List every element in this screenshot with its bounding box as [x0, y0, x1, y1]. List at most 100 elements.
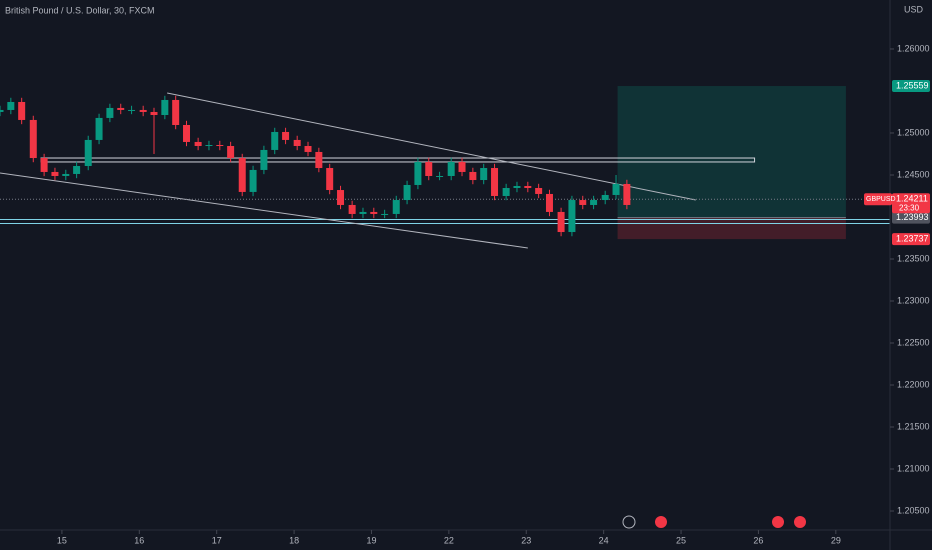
candle-body [469, 171, 477, 181]
y-tick-label: 1.23000 [897, 295, 930, 305]
candle-body [326, 168, 334, 191]
event-icon[interactable] [622, 515, 636, 529]
stop-label: 1.23737 [896, 233, 929, 243]
y-tick-label: 1.20500 [897, 505, 930, 515]
candle-body [403, 184, 411, 201]
x-tick-label: 22 [444, 535, 454, 545]
candle-body [0, 109, 4, 112]
candle-body [117, 107, 125, 110]
candle-body [18, 101, 26, 120]
x-tick-label: 17 [212, 535, 222, 545]
candle-body [590, 200, 598, 205]
profit-zone [617, 86, 846, 218]
candle-body [51, 171, 59, 176]
currency: USD [904, 4, 924, 14]
candle-body [557, 211, 565, 233]
event-icon[interactable] [655, 516, 667, 528]
candle-body [205, 144, 213, 147]
candle-body [172, 99, 180, 126]
chart-title: British Pound / U.S. Dollar, 30, FXCM [5, 5, 155, 15]
symbol-bg [864, 193, 892, 206]
candle-body [524, 185, 532, 189]
entry-label: 1.23993 [896, 212, 929, 222]
x-tick-label: 16 [134, 535, 144, 545]
candle-body [260, 149, 268, 170]
candle-body [183, 125, 191, 142]
candle-body [458, 161, 466, 172]
candle-body [425, 161, 433, 176]
candle-body [568, 200, 576, 233]
candle-body [359, 211, 367, 214]
candle-body [579, 200, 587, 205]
target-label-bg [892, 80, 930, 93]
candle-body [238, 158, 246, 192]
candle-body [40, 158, 48, 172]
candle-body [62, 173, 70, 176]
last-price-bg [892, 193, 930, 214]
candle-body [161, 99, 169, 116]
candle-body [249, 169, 257, 192]
candle-body [315, 151, 323, 169]
y-tick-label: 1.21500 [897, 421, 930, 431]
candle-body [293, 139, 301, 147]
y-tick-label: 1.26000 [897, 43, 930, 53]
candle-body [447, 161, 455, 176]
candle-body [601, 194, 609, 201]
candle-body [128, 109, 136, 111]
candle-body [612, 183, 620, 195]
stop-label-bg [892, 233, 930, 246]
x-tick-label: 25 [676, 535, 686, 545]
candle-body [271, 131, 279, 150]
y-tick-label: 1.24500 [897, 169, 930, 179]
symbol-label: GBPUSD [866, 196, 896, 203]
candle-body [194, 141, 202, 147]
loss-zone [617, 217, 846, 240]
candle-body [370, 211, 378, 214]
candle-body [139, 109, 147, 112]
x-tick-label: 15 [57, 535, 67, 545]
candle-body [392, 200, 400, 214]
y-tick-label: 1.25000 [897, 127, 930, 137]
candle-body [227, 146, 235, 159]
candle-body [282, 131, 290, 140]
candle-body [491, 168, 499, 196]
event-icon[interactable] [794, 516, 806, 528]
candle-body [513, 185, 521, 189]
candle-body [623, 183, 631, 205]
entry-label-bg [892, 211, 930, 224]
countdown: 23:30 [899, 203, 920, 212]
y-tick-label: 1.22500 [897, 337, 930, 347]
candle-body [535, 188, 543, 194]
x-tick-label: 24 [599, 535, 609, 545]
candle-body [106, 107, 114, 118]
target-label: 1.25559 [896, 80, 929, 90]
event-icons [622, 515, 806, 529]
candle-body [348, 204, 356, 214]
candle-body [304, 146, 312, 152]
candle-body [545, 193, 553, 212]
candle-body [480, 168, 488, 181]
candle-body [414, 161, 422, 185]
y-tick-label: 1.22000 [897, 379, 930, 389]
candle-body [84, 139, 92, 166]
x-tick-label: 23 [521, 535, 531, 545]
candle-body [436, 175, 444, 177]
trend-line [0, 172, 528, 249]
candle-body [7, 101, 15, 110]
x-tick-label: 18 [289, 535, 299, 545]
trend-line [167, 92, 696, 201]
event-icon[interactable] [772, 516, 784, 528]
candle-body [502, 188, 510, 196]
last-price: 1.24211 [896, 194, 928, 204]
candle-body [216, 144, 224, 147]
candle-body [381, 213, 389, 215]
x-tick-label: 29 [831, 535, 841, 545]
x-tick-label: 26 [753, 535, 763, 545]
x-tick-label: 19 [366, 535, 376, 545]
candle-body [95, 117, 103, 140]
candle-body [150, 111, 158, 116]
plot [0, 86, 890, 249]
